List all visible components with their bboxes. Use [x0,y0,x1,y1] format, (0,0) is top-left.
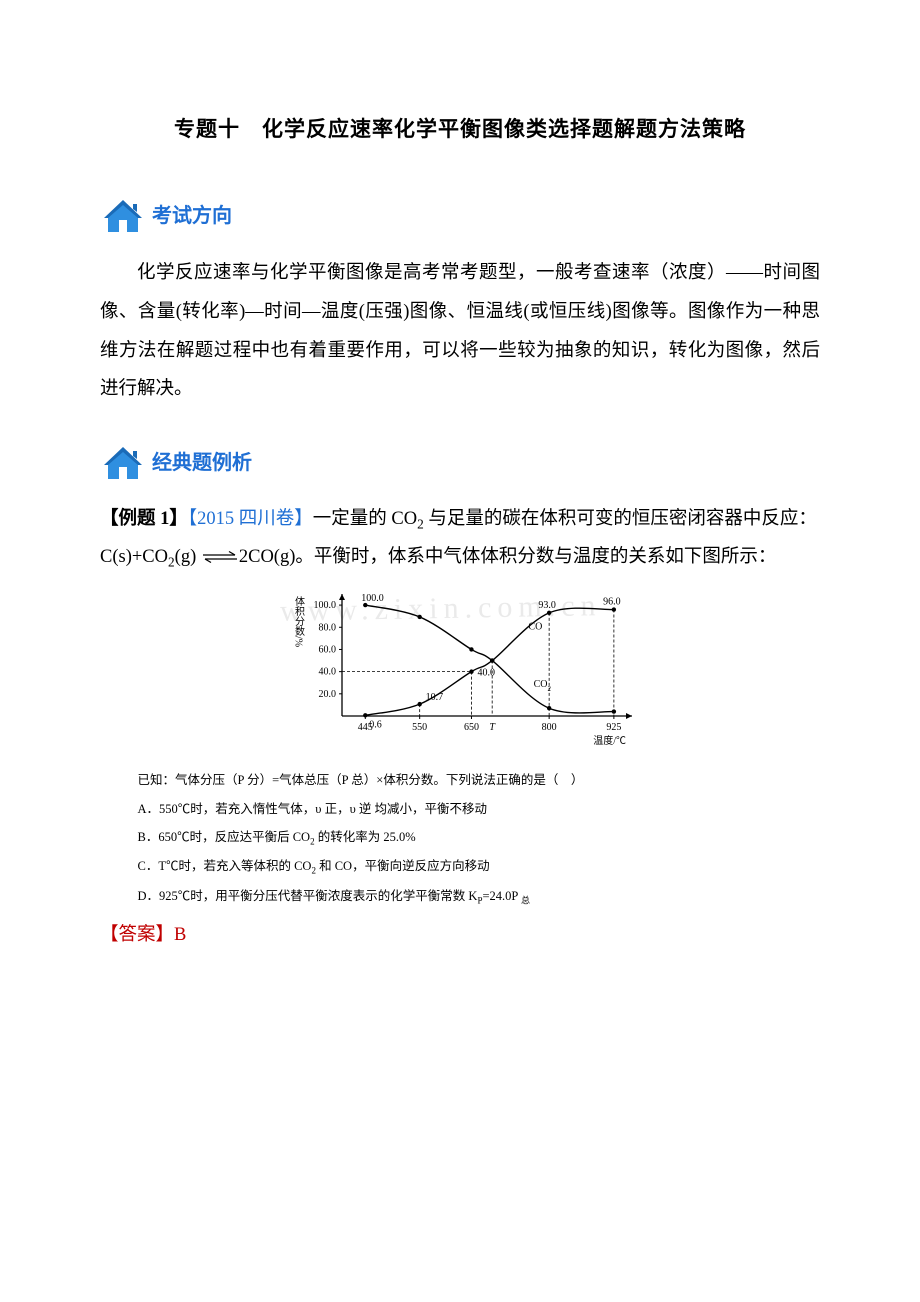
example-1-stem: 【例题 1】【2015 四川卷】一定量的 CO2 与足量的碳在体积可变的恒压密闭… [100,501,820,576]
known-line: 已知：气体分压（P 分）=气体总压（P 总）×体积分数。下列说法正确的是（ ） [138,767,821,793]
section-direction-label: 考试方向 [152,197,232,235]
svg-text:10.7: 10.7 [426,692,444,703]
svg-text:80.0: 80.0 [319,622,337,633]
svg-text:100.0: 100.0 [314,600,337,611]
svg-text:0.6: 0.6 [369,719,382,730]
svg-text:T: T [489,722,496,733]
example-1-options: 已知：气体分压（P 分）=气体总压（P 总）×体积分数。下列说法正确的是（ ） … [100,767,820,910]
stem-part-a: 一定量的 CO [313,509,417,529]
house-icon [100,196,146,236]
house-icon [100,443,146,483]
svg-text:40.0: 40.0 [477,668,495,679]
section-direction-header: 考试方向 [100,196,820,236]
volume-fraction-chart: 20.040.060.080.0100.0体积分数/%4455506508009… [280,582,640,752]
svg-text:925: 925 [606,722,621,733]
answer-line: 【答案】B [100,918,820,953]
svg-text:96.0: 96.0 [603,596,621,607]
option-a: A．550℃时，若充入惰性气体，υ 正，υ 逆 均减小，平衡不移动 [138,796,821,822]
svg-text:60.0: 60.0 [319,644,337,655]
chart-container: 20.040.060.080.0100.0体积分数/%4455506508009… [100,582,820,763]
page-title: 专题十 化学反应速率化学平衡图像类选择题解题方法策略 [100,110,820,150]
svg-text:93.0: 93.0 [538,600,556,611]
svg-text:800: 800 [542,722,557,733]
svg-text:体积分数/%: 体积分数/% [293,596,305,647]
svg-text:100.0: 100.0 [361,593,384,604]
answer-value: B [174,925,186,945]
svg-text:40.0: 40.0 [319,667,337,678]
option-b: B．650℃时，反应达平衡后 CO2 的转化率为 25.0% [138,824,821,851]
stem-part-d: 2CO(g)。平衡时，体系中气体体积分数与温度的关系如下图所示： [239,547,777,567]
svg-text:CO2: CO2 [534,679,552,693]
option-d: D．925℃时，用平衡分压代替平衡浓度表示的化学平衡常数 KP=24.0P 总 [138,883,821,910]
section-examples-label: 经典题例析 [152,444,252,482]
example-source: 【2015 四川卷】 [188,509,313,529]
subscript-2: 2 [168,554,175,569]
answer-tag: 【答案】 [100,925,174,945]
page-content: 专题十 化学反应速率化学平衡图像类选择题解题方法策略 考试方向 化学反应速率与化… [100,110,820,953]
example-1: 【例题 1】【2015 四川卷】一定量的 CO2 与足量的碳在体积可变的恒压密闭… [100,501,820,910]
option-c: C．T℃时，若充入等体积的 CO2 和 CO，平衡向逆反应方向移动 [138,853,821,880]
equilibrium-arrows-icon [201,550,239,564]
svg-text:550: 550 [412,722,427,733]
stem-part-c: (g) [175,547,197,567]
section-examples-header: 经典题例析 [100,443,820,483]
svg-text:CO: CO [528,621,542,632]
svg-text:650: 650 [464,722,479,733]
example-tag: 【例题 1】 [100,509,188,529]
svg-text:温度/℃: 温度/℃ [593,734,626,747]
subscript-2: 2 [417,517,424,532]
intro-paragraph: 化学反应速率与化学平衡图像是高考常考题型，一般考查速率（浓度）——时间图像、含量… [100,254,820,409]
svg-text:20.0: 20.0 [319,689,337,700]
